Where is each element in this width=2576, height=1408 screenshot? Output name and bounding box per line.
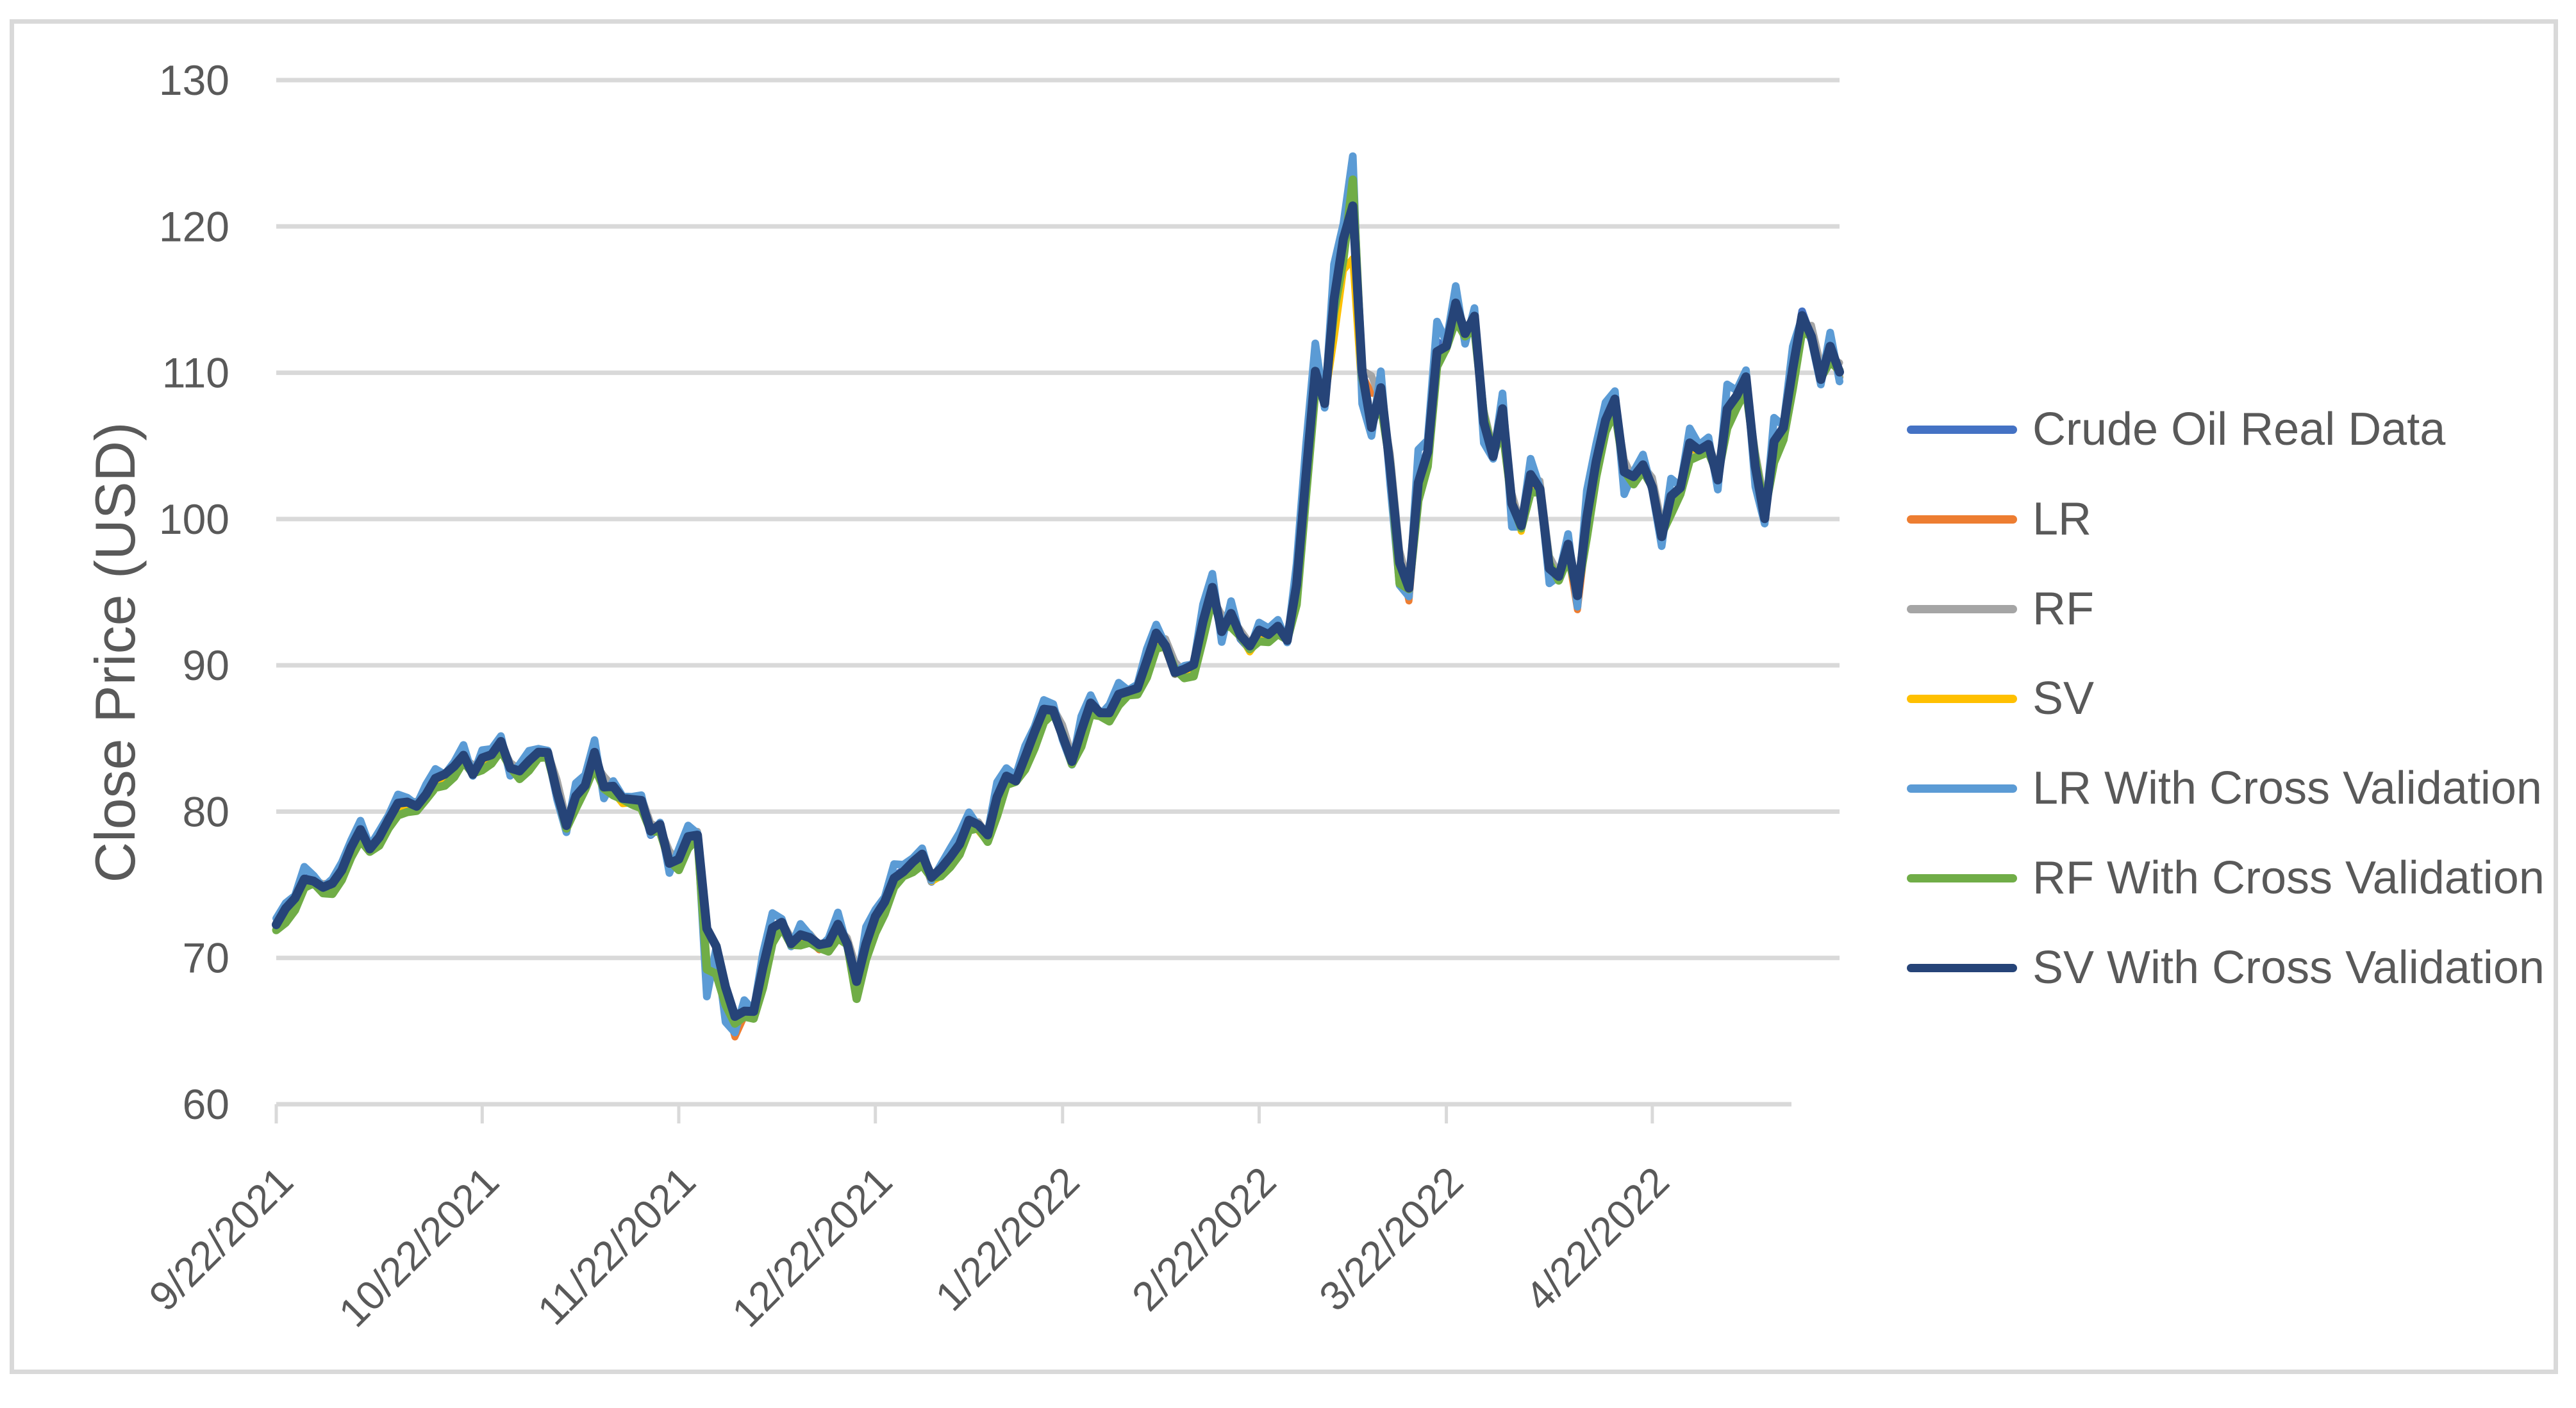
- x-tick-label: 10/22/2021: [330, 1158, 508, 1336]
- legend-item-lr: LR: [1907, 474, 2545, 564]
- y-tick-label: 120: [159, 203, 229, 250]
- x-tick-label: 12/22/2021: [723, 1158, 901, 1336]
- legend-label: RF With Cross Validation: [2032, 852, 2545, 904]
- legend-label: SV With Cross Validation: [2032, 942, 2545, 993]
- legend-line-swatch: [1907, 963, 2017, 972]
- legend-label: LR: [2032, 493, 2092, 545]
- legend-label: SV: [2032, 673, 2095, 724]
- x-tick-label: 2/22/2022: [1123, 1158, 1284, 1320]
- y-tick-label: 110: [162, 349, 229, 397]
- legend-item-lr-with-cross-validation: LR With Cross Validation: [1907, 743, 2545, 833]
- legend-line-swatch: [1907, 425, 2017, 434]
- y-tick-label: 90: [183, 642, 229, 689]
- y-tick-label: 130: [159, 56, 229, 104]
- legend-label: Crude Oil Real Data: [2032, 404, 2446, 455]
- x-tick-label: 4/22/2022: [1517, 1158, 1678, 1320]
- x-tick-label: 1/22/2022: [926, 1158, 1088, 1320]
- legend-label: RF: [2032, 583, 2094, 634]
- legend-line-swatch: [1907, 604, 2017, 613]
- legend-line-swatch: [1907, 515, 2017, 524]
- legend-line-swatch: [1907, 694, 2017, 703]
- y-tick-label: 60: [183, 1081, 229, 1128]
- legend-item-sv: SV: [1907, 654, 2545, 743]
- series-line-lr: [272, 196, 1843, 1041]
- series-line-sv-with-cross-validation: [272, 201, 1844, 1021]
- series-line-rf: [272, 186, 1843, 1023]
- x-tick-label: 9/22/2021: [140, 1158, 302, 1320]
- y-axis-title: Close Price (USD): [83, 422, 147, 883]
- legend-item-rf-with-cross-validation: RF With Cross Validation: [1907, 833, 2545, 923]
- y-tick-label: 70: [183, 934, 229, 982]
- legend-line-swatch: [1907, 784, 2017, 793]
- legend-item-crude-oil-real-data: Crude Oil Real Data: [1907, 385, 2545, 474]
- x-tick-label: 11/22/2021: [529, 1158, 704, 1334]
- x-tick-label: 3/22/2022: [1310, 1158, 1472, 1320]
- y-tick-label: 100: [159, 495, 229, 543]
- legend-item-sv-with-cross-validation: SV With Cross Validation: [1907, 923, 2545, 1013]
- series-line-rf-with-cross-validation: [272, 175, 1844, 1028]
- y-tick-label: 80: [183, 788, 229, 835]
- legend-line-swatch: [1907, 874, 2017, 882]
- legend-item-rf: RF: [1907, 564, 2545, 654]
- legend: Crude Oil Real Data LR RF SV LR With Cross V…: [1907, 385, 2545, 1013]
- series-line-crude-oil-real-data: [272, 168, 1843, 1027]
- legend-label: LR With Cross Validation: [2032, 763, 2542, 814]
- series-line-lr-with-cross-validation: [272, 152, 1843, 1037]
